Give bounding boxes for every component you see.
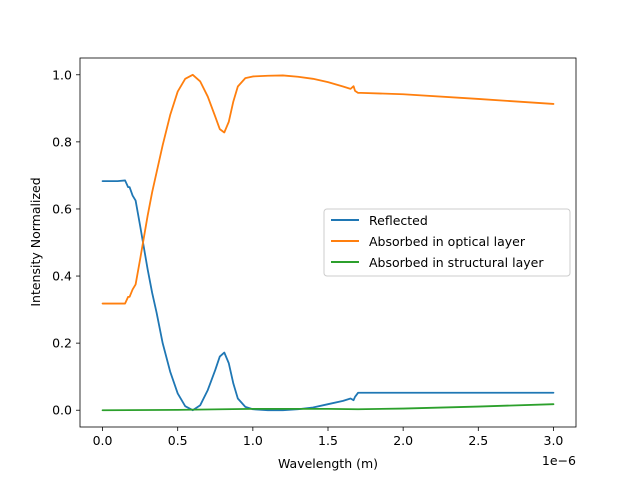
- x-tick-label: 3.0: [544, 433, 564, 448]
- legend: Reflected Absorbed in optical layer Abso…: [323, 208, 571, 277]
- y-tick-label: 1.0: [52, 67, 72, 82]
- y-tick-label: 0.6: [52, 201, 72, 216]
- x-tick-label: 2.5: [468, 433, 488, 448]
- legend-box: [323, 208, 571, 277]
- y-axis-ticks: 0.0 0.2 0.4 0.6 0.8 1.0: [52, 67, 80, 418]
- y-tick-label: 0.0: [52, 403, 72, 418]
- legend-label-optical: Absorbed in optical layer: [369, 234, 526, 249]
- x-tick-label: 0.5: [168, 433, 188, 448]
- x-axis-label: Wavelength (m): [278, 456, 378, 471]
- plot-lines: [101, 73, 555, 412]
- y-tick-label: 0.4: [52, 269, 72, 284]
- x-tick-label: 0.0: [93, 433, 113, 448]
- legend-label-structural: Absorbed in structural layer: [369, 255, 544, 270]
- legend-label-reflected: Reflected: [369, 213, 428, 228]
- x-axis-offset-label: 1e−6: [542, 453, 576, 468]
- x-tick-label: 1.5: [318, 433, 338, 448]
- series-line-reflected: [101, 179, 555, 412]
- x-tick-label: 2.0: [393, 433, 413, 448]
- series-line-absorbed-in-structural-layer: [101, 403, 555, 412]
- y-tick-label: 0.8: [52, 134, 72, 149]
- y-axis-label: Intensity Normalized: [28, 177, 43, 306]
- x-axis-ticks: 0.0 0.5 1.0 1.5 2.0 2.5 3.0: [93, 427, 564, 448]
- x-tick-label: 1.0: [243, 433, 263, 448]
- series-line-absorbed-in-optical-layer: [101, 73, 555, 305]
- y-tick-label: 0.2: [52, 336, 72, 351]
